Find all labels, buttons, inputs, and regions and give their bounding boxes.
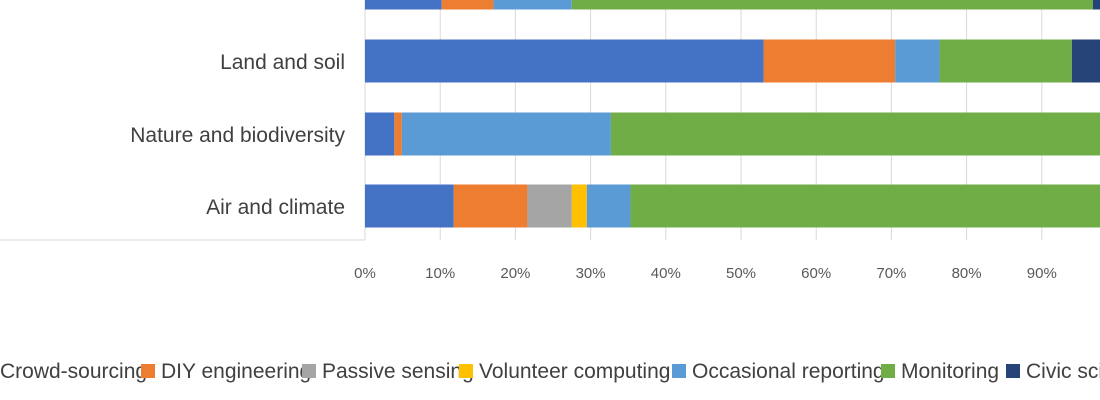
legend-label: Civic science: [1026, 360, 1100, 383]
legend-label: Crowd-sourcing: [0, 360, 147, 383]
legend-swatch: [672, 364, 686, 378]
axis: 0% 10% 20% 30% 40% 50% 60% 70% 80% 90% Water Land a…: [130, 0, 1057, 282]
bar-segment: [586, 184, 631, 228]
bars: [365, 0, 1100, 228]
bar-segment: [763, 39, 896, 83]
x-tick-label: 20%: [500, 265, 530, 282]
bar-segment: [394, 112, 402, 156]
x-tick-label: 80%: [952, 265, 982, 282]
bar-segment: [630, 184, 1100, 228]
bar-segment: [895, 39, 940, 83]
legend-swatch: [141, 364, 155, 378]
x-tick-label: 0%: [354, 265, 376, 282]
legend-swatch: [302, 364, 316, 378]
legend: Crowd-sourcing DIY engineering Passive sen…: [0, 360, 1100, 383]
bar-segment: [610, 112, 1100, 156]
legend-swatch: [881, 364, 895, 378]
x-tick-label: 10%: [425, 265, 455, 282]
category-label: Air and climate: [206, 196, 345, 219]
category-label: Water: [290, 0, 345, 1]
bar-segment: [939, 39, 1072, 83]
x-tick-label: 30%: [576, 265, 606, 282]
bar-segment: [365, 112, 395, 156]
bar-segment: [365, 184, 454, 228]
x-tick-label: 90%: [1027, 265, 1057, 282]
bar-segment: [493, 0, 572, 10]
x-tick-label: 50%: [726, 265, 756, 282]
bar-segment: [453, 184, 528, 228]
x-tick-label: 70%: [876, 265, 906, 282]
bar-segment: [401, 112, 611, 156]
bar-segment: [1092, 0, 1100, 10]
legend-label: Monitoring: [901, 360, 999, 383]
category-label: Land and soil: [220, 51, 345, 74]
bar-segment: [571, 0, 1093, 10]
bar-segment: [441, 0, 494, 10]
legend-swatch: [459, 364, 473, 378]
legend-label: Volunteer computing: [479, 360, 670, 383]
x-tick-label: 40%: [651, 265, 681, 282]
bar-segment: [571, 184, 587, 228]
bar-segment: [365, 0, 442, 10]
legend-label: DIY engineering: [161, 360, 311, 383]
legend-label: Occasional reporting: [692, 360, 885, 383]
bar-segment: [365, 39, 764, 83]
bar-segment: [527, 184, 572, 228]
legend-swatch: [1006, 364, 1020, 378]
category-label: Nature and biodiversity: [130, 124, 345, 147]
bar-segment: [1071, 39, 1100, 83]
legend-label: Passive sensing: [322, 360, 474, 383]
x-tick-label: 60%: [801, 265, 831, 282]
